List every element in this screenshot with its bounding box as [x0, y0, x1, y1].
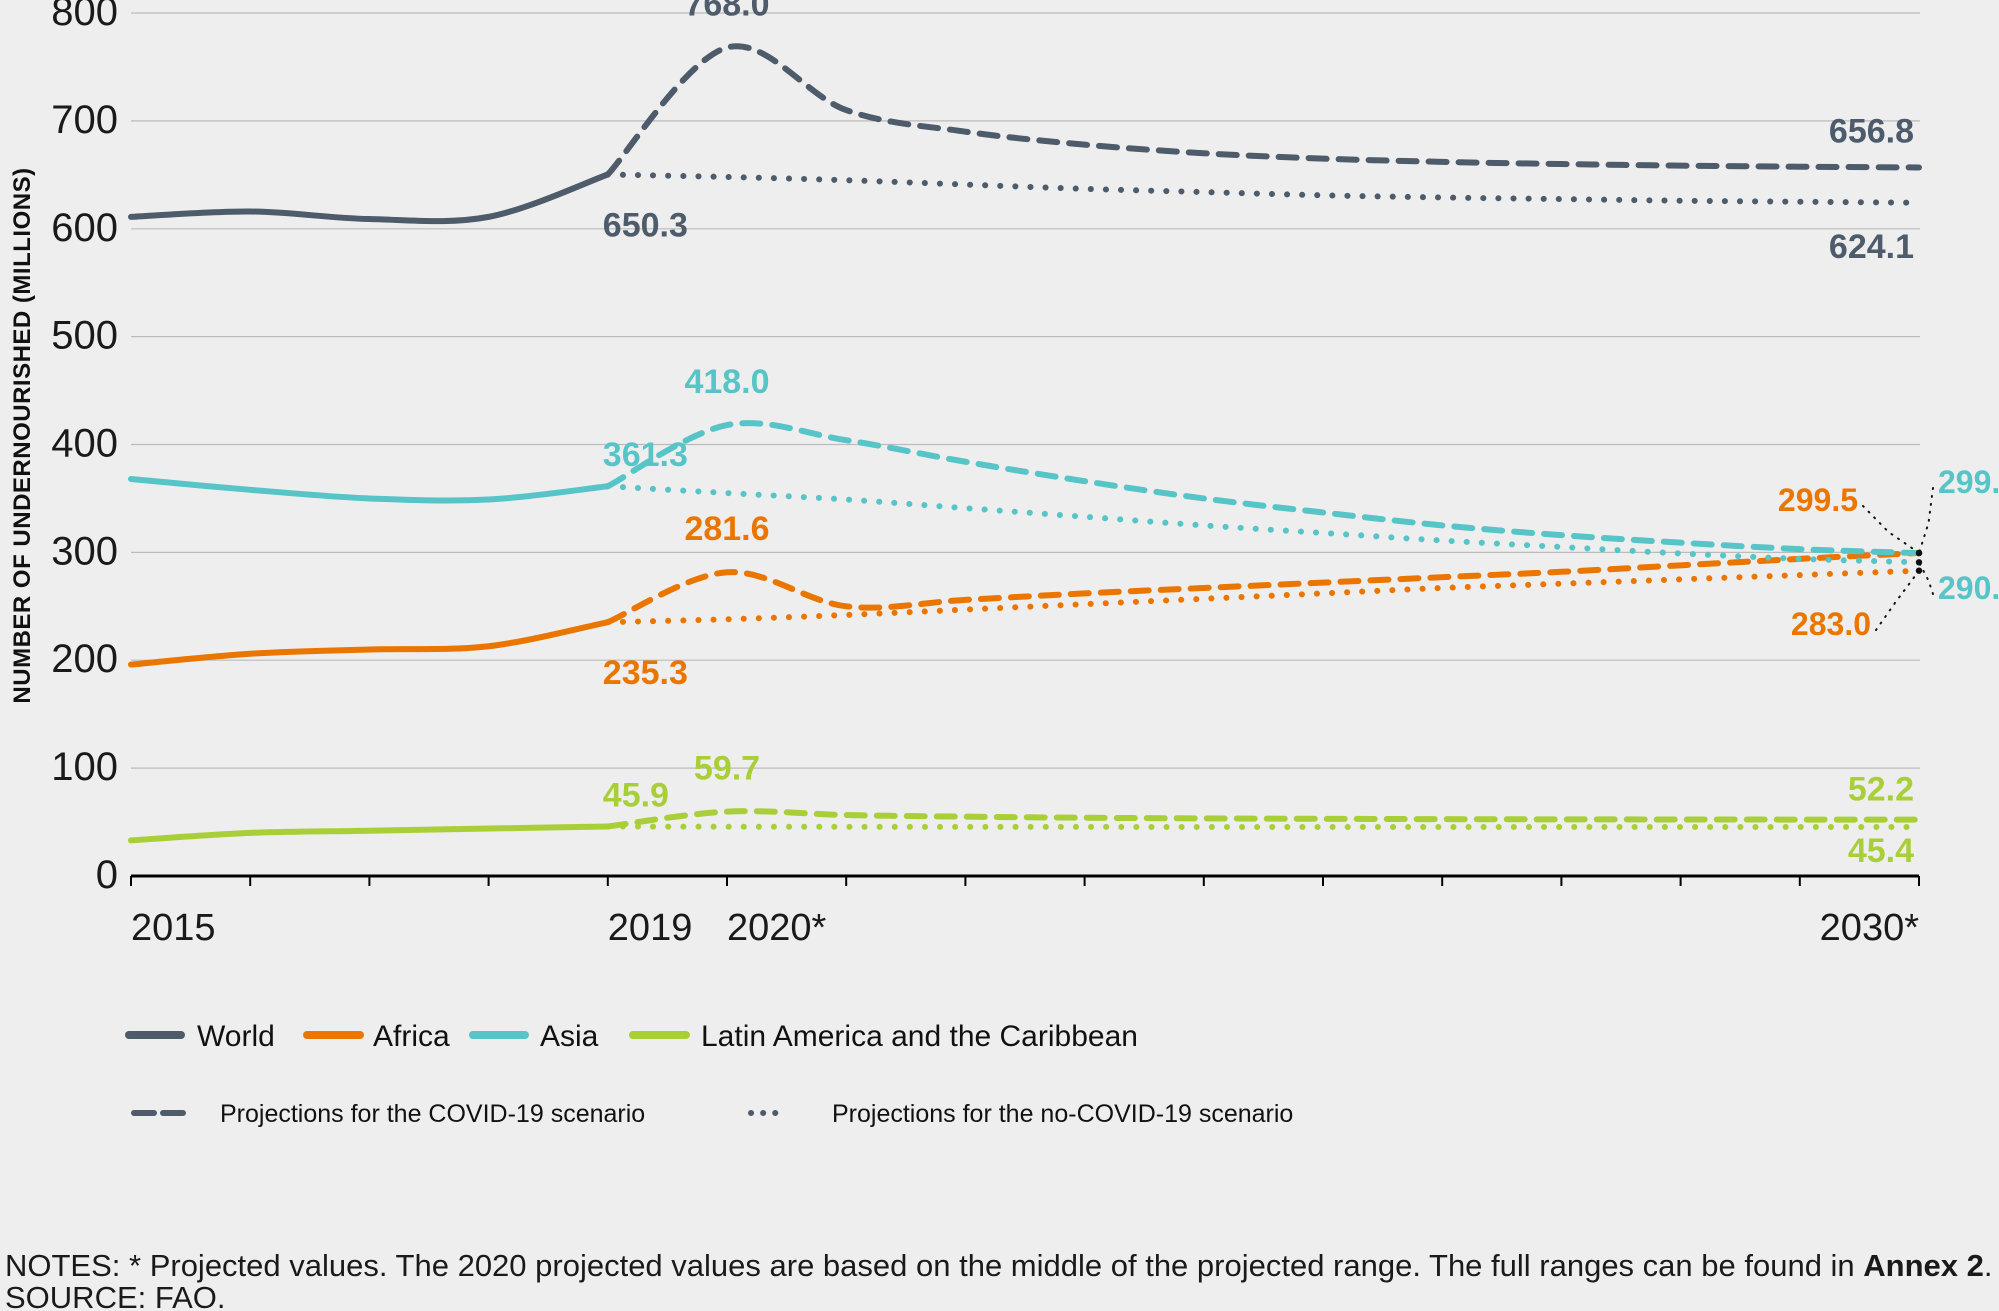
svg-text:2020*: 2020* — [727, 907, 827, 949]
svg-text:200: 200 — [51, 637, 118, 681]
svg-text:800: 800 — [51, 0, 118, 34]
svg-text:100: 100 — [51, 745, 118, 789]
svg-text:Africa: Africa — [373, 1020, 450, 1053]
svg-text:656.8: 656.8 — [1829, 113, 1914, 151]
svg-text:768.0: 768.0 — [684, 0, 769, 24]
svg-text:283.0: 283.0 — [1791, 606, 1871, 642]
svg-text:SOURCE: FAO.: SOURCE: FAO. — [5, 1280, 225, 1311]
svg-text:Projections for the no-COVID-1: Projections for the no-COVID-19 scenario — [832, 1100, 1293, 1128]
svg-text:Latin America and the Caribbea: Latin America and the Caribbean — [701, 1020, 1138, 1053]
svg-text:361.3: 361.3 — [603, 436, 688, 474]
svg-text:45.9: 45.9 — [603, 777, 669, 815]
svg-text:500: 500 — [51, 314, 118, 358]
svg-text:2015: 2015 — [131, 907, 216, 949]
svg-text:45.4: 45.4 — [1848, 832, 1914, 870]
svg-text:299.5: 299.5 — [1778, 482, 1858, 518]
svg-text:Projections for the COVID-19 s: Projections for the COVID-19 scenario — [220, 1100, 645, 1128]
svg-text:NUMBER OF UNDERNOURISHED (MILL: NUMBER OF UNDERNOURISHED (MILLIONS) — [9, 167, 36, 703]
svg-text:418.0: 418.0 — [684, 363, 769, 401]
svg-text:Asia: Asia — [540, 1020, 599, 1053]
svg-text:290.8: 290.8 — [1938, 570, 1999, 606]
svg-text:299.3: 299.3 — [1938, 464, 1999, 500]
svg-text:235.3: 235.3 — [603, 654, 688, 692]
svg-text:700: 700 — [51, 98, 118, 142]
svg-text:52.2: 52.2 — [1848, 771, 1914, 809]
svg-text:281.6: 281.6 — [684, 510, 769, 548]
svg-text:NOTES: * Projected values. The: NOTES: * Projected values. The 2020 proj… — [5, 1248, 1993, 1283]
svg-text:World: World — [197, 1020, 275, 1053]
svg-text:650.3: 650.3 — [603, 207, 688, 245]
svg-text:624.1: 624.1 — [1829, 228, 1914, 266]
svg-text:0: 0 — [96, 853, 118, 897]
svg-text:2030*: 2030* — [1820, 907, 1920, 949]
svg-text:600: 600 — [51, 206, 118, 250]
svg-text:59.7: 59.7 — [694, 750, 760, 788]
svg-text:300: 300 — [51, 529, 118, 573]
svg-text:400: 400 — [51, 422, 118, 466]
svg-text:2019: 2019 — [608, 907, 693, 949]
